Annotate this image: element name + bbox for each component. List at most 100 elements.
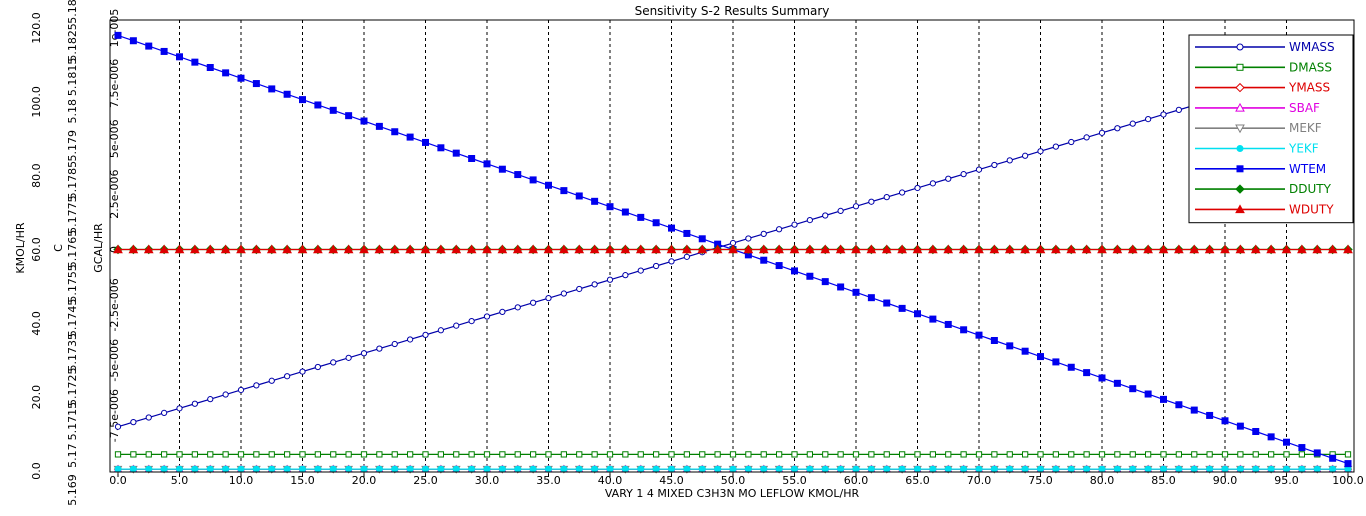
- data-point: [436, 244, 446, 254]
- data-point: [359, 244, 369, 254]
- y-axes: 0.0 20.0 40.0 60.0 80.0 100.0 120.0 KMOL/HR 5.16…: [14, 0, 121, 506]
- data-point: [1267, 433, 1275, 441]
- data-point: [1129, 120, 1136, 127]
- data-point: [483, 313, 491, 320]
- data-point: [729, 465, 737, 473]
- data-point: [422, 331, 429, 338]
- data-point: [775, 465, 783, 473]
- data-point: [174, 244, 185, 254]
- data-point: [468, 451, 475, 458]
- data-point: [897, 244, 907, 254]
- data-point: [929, 315, 937, 323]
- data-point: [1067, 465, 1075, 473]
- series-dmass: [114, 451, 1352, 458]
- data-point: [268, 451, 275, 458]
- data-point: [391, 128, 399, 136]
- data-point: [575, 192, 583, 200]
- data-point: [1313, 465, 1321, 473]
- data-point: [284, 373, 291, 380]
- legend-item: WTEM: [1195, 162, 1326, 176]
- data-point: [1037, 148, 1044, 155]
- data-point: [530, 299, 537, 306]
- data-point: [605, 244, 615, 254]
- data-point: [113, 244, 123, 254]
- data-point: [253, 382, 260, 389]
- data-point: [1006, 342, 1014, 350]
- x-tick-label: 30.0: [475, 474, 500, 487]
- data-point: [191, 58, 199, 66]
- data-point: [514, 465, 522, 473]
- data-point: [159, 244, 169, 254]
- data-point: [929, 465, 937, 473]
- data-point: [1052, 465, 1060, 473]
- y-tick-label-c: 5.169: [66, 474, 79, 506]
- data-point: [621, 465, 629, 473]
- data-point: [313, 244, 323, 254]
- y-tick-label-c: 5.1775: [66, 195, 79, 234]
- data-point: [1052, 451, 1059, 458]
- data-point: [991, 451, 998, 458]
- legend: WMASS DMASS YMASS SBAF MEKF YEKF WTEM DDUTY WDUT…: [1188, 34, 1354, 224]
- data-point: [928, 244, 938, 254]
- x-axis: 0.0 5.0 10.0 15.0 20.0 25.0 30.0 35.0 40.0 45.0 50…: [109, 472, 1364, 487]
- data-point: [114, 31, 122, 39]
- data-point: [329, 465, 337, 473]
- data-point: [1190, 465, 1198, 473]
- data-point: [960, 326, 968, 334]
- data-point: [944, 320, 952, 328]
- data-point: [589, 244, 600, 254]
- data-point: [1160, 465, 1167, 473]
- data-point: [206, 465, 214, 473]
- data-point: [1235, 124, 1245, 134]
- data-point: [760, 230, 767, 237]
- data-point: [437, 327, 444, 334]
- legend-item: DDUTY: [1195, 182, 1332, 196]
- legend-item: WDUTY: [1195, 202, 1334, 216]
- data-point: [621, 208, 629, 216]
- data-point: [1006, 157, 1013, 164]
- data-point: [1037, 353, 1044, 361]
- data-point: [545, 181, 552, 189]
- y-tick-label-gcal: 7.5e-006: [108, 59, 121, 108]
- data-point: [161, 409, 168, 417]
- data-point: [545, 465, 552, 473]
- data-point: [236, 244, 246, 254]
- legend-item: SBAF: [1195, 101, 1320, 115]
- data-point: [251, 244, 262, 254]
- data-point: [1083, 134, 1090, 141]
- data-point: [575, 465, 583, 473]
- data-point: [668, 451, 675, 458]
- data-point: [1052, 358, 1060, 366]
- data-point: [576, 451, 583, 458]
- x-tick-label: 85.0: [1151, 474, 1176, 487]
- data-point: [637, 465, 645, 473]
- data-point: [851, 244, 861, 254]
- legend-label: WTEM: [1289, 162, 1326, 176]
- data-point: [161, 451, 168, 458]
- data-point: [791, 451, 798, 458]
- legend-label: YEKF: [1288, 142, 1319, 156]
- data-point: [837, 465, 845, 473]
- data-point: [1221, 417, 1229, 425]
- data-point: [990, 336, 998, 344]
- data-point: [237, 465, 245, 473]
- x-tick-label: 95.0: [1274, 474, 1299, 487]
- data-point: [405, 244, 415, 254]
- data-point: [822, 451, 829, 458]
- x-axis-label: VARY 1 4 MIXED C3H3N MO LEFLOW KMOL/HR: [605, 487, 860, 500]
- data-point: [330, 451, 337, 458]
- data-point: [114, 465, 122, 473]
- data-point: [529, 465, 537, 473]
- y-tick-label-c: 5.1785: [66, 161, 79, 200]
- data-point: [299, 96, 306, 104]
- data-point: [1266, 244, 1276, 254]
- data-point: [1067, 363, 1075, 371]
- data-point: [253, 451, 260, 458]
- data-point: [468, 317, 475, 325]
- y-tick-label-kmol: 80.0: [30, 163, 43, 188]
- data-point: [453, 451, 460, 458]
- data-point: [1252, 465, 1260, 473]
- data-point: [375, 122, 383, 130]
- data-point: [499, 451, 506, 458]
- y-axis-label-gcal: GCAL/HR: [92, 223, 105, 273]
